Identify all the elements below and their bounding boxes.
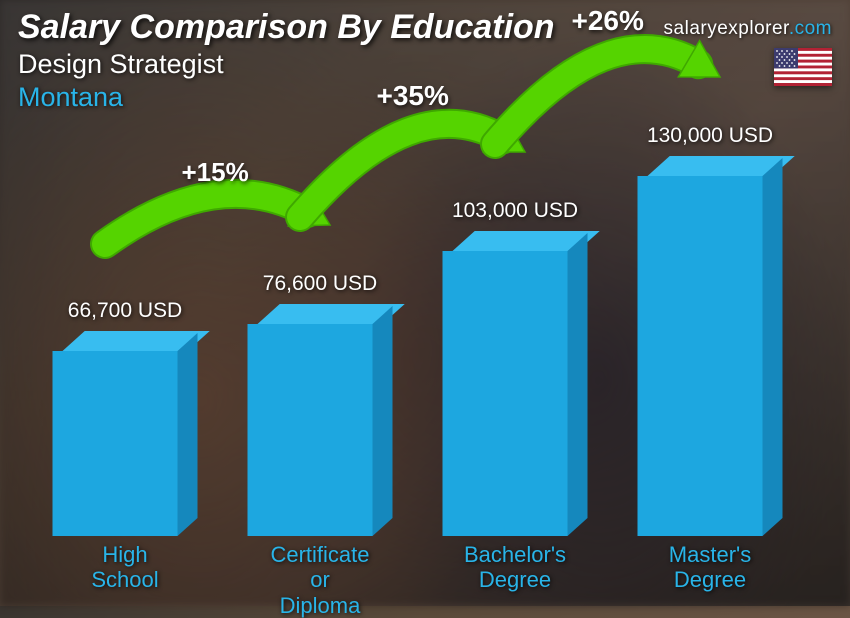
bar-value-label: 76,600 USD — [263, 272, 377, 296]
bar — [248, 324, 393, 536]
bar-category-label: Certificate or Diploma — [270, 542, 369, 618]
bar-value-label: 130,000 USD — [647, 124, 773, 148]
bar-value-label: 66,700 USD — [68, 299, 182, 323]
brand-prefix: salaryexplorer — [664, 18, 789, 39]
bar — [638, 176, 783, 536]
page-location: Montana — [18, 82, 832, 113]
bar — [443, 251, 588, 536]
bar-category-label: Master's Degree — [669, 542, 751, 593]
bar — [53, 351, 198, 536]
us-flag-icon — [774, 48, 832, 86]
bars-container: 66,700 USDHigh School76,600 USDCertifica… — [30, 130, 800, 536]
bar-slot: 130,000 USDMaster's Degree — [620, 130, 800, 536]
bar-slot: 66,700 USDHigh School — [35, 130, 215, 536]
bar-value-label: 103,000 USD — [452, 199, 578, 223]
brand-watermark: salaryexplorer.com — [664, 18, 832, 40]
bar-slot: 103,000 USDBachelor's Degree — [425, 130, 605, 536]
bar-slot: 76,600 USDCertificate or Diploma — [230, 130, 410, 536]
bar-category-label: High School — [80, 542, 170, 593]
salary-bar-chart: 66,700 USDHigh School76,600 USDCertifica… — [30, 130, 800, 588]
bar-category-label: Bachelor's Degree — [464, 542, 566, 593]
page-subtitle: Design Strategist — [18, 49, 832, 80]
brand-suffix: .com — [789, 18, 832, 39]
